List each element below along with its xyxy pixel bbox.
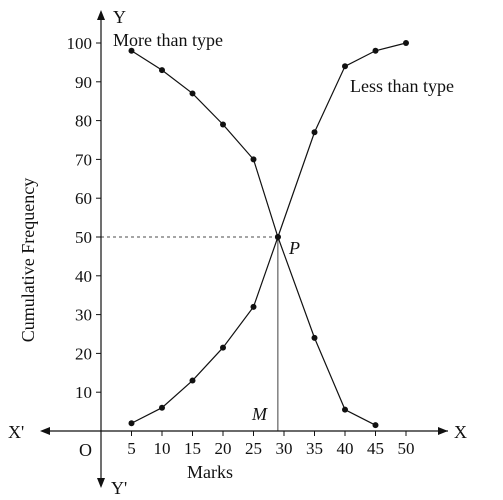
y-axis-arrow-up: [97, 10, 105, 20]
data-point: [250, 303, 257, 310]
x-tick-label: 15: [184, 439, 201, 458]
x-tick-label: 25: [245, 439, 262, 458]
data-point: [159, 67, 165, 74]
data-point: [372, 422, 379, 429]
y-tick-label: 40: [75, 267, 92, 286]
median-guides: [101, 236, 279, 431]
x-tick-label: 30: [276, 439, 293, 458]
data-point: [189, 90, 196, 97]
y-axis-title: Cumulative Frequency: [18, 178, 38, 342]
median-foot-label-m: M: [251, 404, 268, 424]
y-tick-label: 80: [75, 112, 92, 131]
data-point: [274, 234, 281, 240]
x-tick-label: 20: [215, 439, 232, 458]
origin-label: O: [79, 440, 92, 460]
data-point: [311, 334, 318, 341]
data-point: [342, 406, 348, 413]
y-axis-arrow-down: [97, 478, 105, 488]
y-tick-label: 100: [67, 34, 93, 53]
x-tick-label: 35: [306, 439, 323, 458]
series-name-more-than-type: More than type: [113, 30, 223, 50]
data-point: [128, 420, 135, 427]
x-neg-axis-label: X': [8, 422, 24, 442]
x-tick-label: 40: [337, 439, 354, 458]
y-tick-label: 30: [75, 306, 92, 325]
data-point: [311, 129, 318, 136]
data-point: [189, 377, 196, 384]
data-point: [372, 47, 379, 54]
y-tick-label: 60: [75, 189, 92, 208]
x-tick-label: 45: [367, 439, 384, 458]
y-tick-label: 90: [75, 73, 92, 92]
intersection-label-p: P: [288, 238, 300, 258]
x-tick-label: 5: [127, 439, 136, 458]
x-axis-arrow-left: [40, 427, 50, 435]
y-tick-label: 10: [75, 383, 92, 402]
x-axis-end-label: X: [454, 422, 467, 442]
y-neg-axis-label: Y': [111, 478, 127, 498]
y-tick-label: 70: [75, 150, 92, 169]
series-group: [128, 40, 409, 429]
x-axis-arrow-right: [438, 427, 448, 435]
y-tick-label: 50: [75, 228, 92, 247]
y-axis-end-label: Y: [113, 7, 126, 27]
axes: [40, 10, 448, 488]
data-point: [220, 121, 226, 128]
data-point: [342, 63, 348, 70]
series-line-1: [131, 42, 407, 424]
data-point: [220, 344, 226, 351]
data-point: [159, 404, 165, 411]
data-point: [403, 40, 409, 46]
x-tick-label: 10: [154, 439, 171, 458]
y-tick-label: 20: [75, 344, 92, 363]
x-axis-title: Marks: [187, 462, 233, 482]
data-point: [250, 156, 257, 163]
x-tick-label: 50: [398, 439, 415, 458]
labels-group: 5 10 15 20 25 30 35 40 45 50 10 20 30 40 50 60 70 80 90 100…: [8, 7, 467, 498]
series-line-0: [131, 50, 376, 426]
series-name-less-than-type: Less than type: [350, 76, 454, 96]
data-point: [128, 47, 135, 54]
